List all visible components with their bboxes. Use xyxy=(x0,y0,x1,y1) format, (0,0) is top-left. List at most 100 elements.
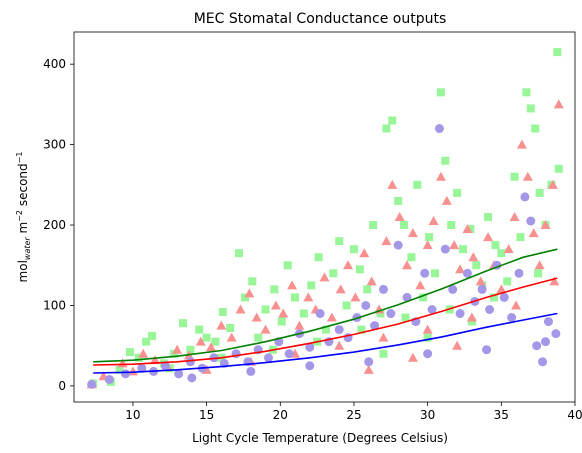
data-point xyxy=(195,336,206,346)
data-point xyxy=(349,245,358,254)
data-point xyxy=(400,221,409,230)
data-point xyxy=(407,253,416,262)
data-point xyxy=(535,188,544,197)
data-point xyxy=(364,357,374,367)
y-axis-label-sup1: −2 xyxy=(15,210,24,222)
data-point xyxy=(436,88,445,97)
data-point xyxy=(254,333,263,342)
data-point xyxy=(462,224,473,234)
data-point xyxy=(251,312,262,322)
data-point xyxy=(507,313,517,323)
data-point xyxy=(497,249,506,258)
data-point xyxy=(104,374,114,384)
data-point xyxy=(216,320,227,330)
data-point xyxy=(363,285,372,294)
data-point xyxy=(489,293,498,302)
data-point xyxy=(388,116,397,125)
data-point xyxy=(484,213,493,221)
data-point xyxy=(425,233,434,242)
x-tick-label: 20 xyxy=(273,408,288,422)
fit-line xyxy=(93,277,558,366)
data-point xyxy=(172,344,183,354)
data-point xyxy=(138,348,149,358)
data-point xyxy=(514,268,524,278)
data-point xyxy=(447,221,456,230)
data-point xyxy=(246,366,256,376)
data-point xyxy=(379,349,388,358)
plot-area xyxy=(74,32,575,402)
data-point xyxy=(335,237,344,246)
data-point xyxy=(260,324,271,334)
data-point xyxy=(419,293,428,302)
fit-lines xyxy=(93,248,558,374)
y-axis-label-mid2: second xyxy=(16,163,30,210)
data-point xyxy=(420,268,430,278)
data-point xyxy=(326,312,337,322)
fit-line xyxy=(93,312,558,374)
x-tick-label: 25 xyxy=(346,408,361,422)
data-point xyxy=(401,313,410,322)
data-point xyxy=(485,305,495,314)
data-point xyxy=(335,284,346,294)
data-point xyxy=(334,340,345,350)
data-point xyxy=(472,261,481,270)
data-point xyxy=(516,233,525,242)
data-point xyxy=(441,195,452,205)
data-point xyxy=(369,221,378,230)
data-point xyxy=(422,324,433,334)
data-point xyxy=(142,337,151,346)
data-point xyxy=(428,216,439,226)
data-point xyxy=(206,342,217,352)
data-point xyxy=(551,329,561,339)
data-point xyxy=(170,349,179,358)
data-point xyxy=(496,284,507,294)
x-tick-label: 30 xyxy=(420,408,435,422)
plot-frame xyxy=(73,31,576,403)
data-point xyxy=(148,332,157,341)
data-point xyxy=(185,357,195,367)
data-point xyxy=(393,240,403,250)
data-point xyxy=(87,379,97,389)
y-tick-label: 0 xyxy=(58,379,66,393)
data-point xyxy=(137,363,147,373)
data-point xyxy=(361,300,371,310)
y-axis-label-base: mol xyxy=(16,260,30,282)
data-point xyxy=(359,248,370,258)
data-point xyxy=(211,337,220,346)
data-point xyxy=(540,220,551,230)
data-point xyxy=(186,345,195,354)
data-point xyxy=(343,260,354,270)
data-point xyxy=(531,124,540,133)
data-point xyxy=(394,212,405,221)
data-point xyxy=(264,353,274,363)
data-point xyxy=(278,308,289,318)
data-point xyxy=(305,361,315,371)
y-tick-label: 400 xyxy=(43,57,66,71)
data-point xyxy=(305,342,315,352)
data-point xyxy=(532,341,542,351)
y-axis-label-subscript: water xyxy=(23,237,32,261)
data-point xyxy=(174,369,184,379)
data-point xyxy=(329,269,338,278)
data-point xyxy=(553,99,564,109)
y-tick-label: 300 xyxy=(43,138,66,152)
data-point xyxy=(150,355,161,365)
data-point xyxy=(307,281,316,290)
data-point xyxy=(407,228,418,238)
data-point xyxy=(244,288,255,298)
data-point xyxy=(511,300,522,310)
data-point xyxy=(482,345,492,355)
data-point xyxy=(440,244,450,254)
data-point xyxy=(453,188,462,197)
data-point xyxy=(235,249,244,258)
data-point xyxy=(270,300,281,310)
data-point xyxy=(366,276,377,286)
data-point xyxy=(294,320,305,330)
data-point xyxy=(179,319,188,328)
data-point xyxy=(510,172,519,181)
data-point xyxy=(235,304,246,314)
data-point xyxy=(314,253,323,262)
data-point xyxy=(321,325,330,334)
data-point xyxy=(134,353,143,362)
x-tick-label: 40 xyxy=(567,408,582,422)
